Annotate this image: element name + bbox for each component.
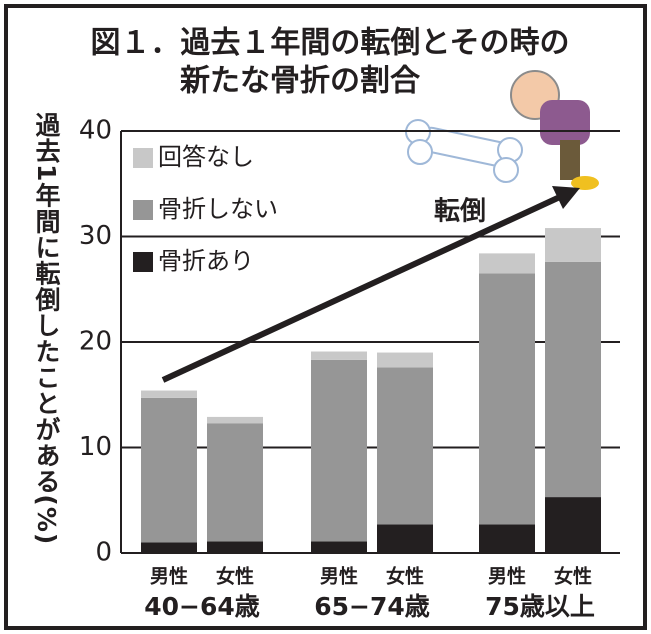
bar-segment xyxy=(545,228,601,262)
x-tick-label: 男性 xyxy=(150,565,188,588)
y-tick-label: 40 xyxy=(79,116,112,146)
bar-segment xyxy=(377,525,433,553)
chart-title: 新たな骨折の割合 xyxy=(179,64,421,99)
group-label: 65−74歳 xyxy=(314,592,430,621)
page: 図１．過去１年間の転倒とその時の 新たな骨折の割合 転倒 0 10 20 30 40 男性… xyxy=(0,0,651,634)
legend-label: 骨折あり xyxy=(158,247,254,275)
bar-segment xyxy=(311,541,367,553)
bar-segment xyxy=(479,273,535,524)
bar-segment xyxy=(207,541,263,553)
bar-segment xyxy=(207,423,263,541)
chart: 図１．過去１年間の転倒とその時の 新たな骨折の割合 転倒 0 10 20 30 40 男性… xyxy=(0,0,651,634)
legend-label: 骨折しない xyxy=(158,195,278,223)
y-axis-label: 過去1年間に転倒したことがある(%) xyxy=(28,112,64,545)
bar-segment xyxy=(545,497,601,553)
bar-segment xyxy=(311,360,367,541)
x-tick-label: 男性 xyxy=(488,565,526,588)
x-tick-label: 男性 xyxy=(320,565,358,588)
bar-segment xyxy=(545,262,601,497)
group-label: 75歳以上 xyxy=(485,592,595,621)
bar-segment xyxy=(479,525,535,553)
bar-segment xyxy=(479,253,535,273)
legend-swatch xyxy=(133,200,153,220)
group-label: 40−64歳 xyxy=(144,592,260,621)
bar-segment xyxy=(377,353,433,368)
x-tick-label: 女性 xyxy=(554,565,592,588)
chart-title: 図１．過去１年間の転倒とその時の xyxy=(90,26,569,61)
legend-swatch xyxy=(133,252,153,272)
bar-segment xyxy=(141,391,197,398)
bar-segment xyxy=(141,542,197,553)
y-tick-label: 0 xyxy=(95,538,112,568)
legend-swatch xyxy=(133,148,153,168)
x-tick-label: 女性 xyxy=(386,565,424,588)
legend-label: 回答なし xyxy=(158,143,254,171)
y-tick-label: 20 xyxy=(79,327,112,357)
y-tick-label: 30 xyxy=(79,221,112,251)
annotation: 転倒 xyxy=(434,197,486,227)
bar-segment xyxy=(311,351,367,359)
bar-segment xyxy=(377,367,433,524)
bar-segment xyxy=(141,398,197,543)
y-tick-label: 10 xyxy=(79,432,112,462)
bar-segment xyxy=(207,417,263,423)
bone-illustration xyxy=(406,120,522,182)
x-tick-label: 女性 xyxy=(216,565,254,588)
